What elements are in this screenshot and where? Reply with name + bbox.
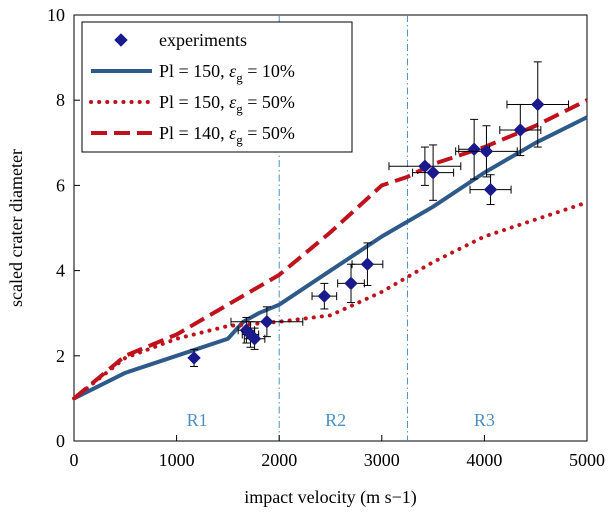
data-point <box>311 282 338 310</box>
legend-item: Pl = 150, εg = 50% <box>89 92 295 116</box>
diamond-marker <box>531 97 545 112</box>
series-line-solid <box>73 115 588 401</box>
legend-item: Pl = 150, εg = 10% <box>91 61 295 85</box>
data-point <box>455 125 518 178</box>
y-tick-label: 0 <box>56 431 65 451</box>
legend-label: experiments <box>159 30 247 50</box>
legend-marker-diamond <box>114 33 128 47</box>
y-tick-label: 6 <box>56 175 65 195</box>
x-tick-label: 0 <box>70 450 79 470</box>
legend-label: Pl = 140, εg = 50% <box>159 123 295 147</box>
region-label-r2: R2 <box>325 410 346 430</box>
y-tick-label: 4 <box>56 261 65 281</box>
region-label-r1: R1 <box>187 410 208 430</box>
data-point <box>499 103 542 157</box>
diamond-marker <box>467 142 481 156</box>
data-point <box>469 174 512 206</box>
diamond-marker <box>513 123 528 137</box>
legend-item: Pl = 140, εg = 50% <box>91 123 295 147</box>
data-point <box>230 306 304 338</box>
y-tick-label: 10 <box>47 5 65 25</box>
data-point <box>412 144 455 201</box>
y-tick-label: 2 <box>56 346 65 366</box>
x-tick-label: 5000 <box>569 450 605 470</box>
x-tick-label: 2000 <box>261 450 297 470</box>
x-tick-label: 1000 <box>159 450 195 470</box>
y-axis-title: scaled crater diameter <box>6 149 26 307</box>
region-label-r3: R3 <box>474 410 495 430</box>
diamond-marker <box>479 144 494 159</box>
data-point <box>187 348 201 367</box>
data-point <box>243 327 266 350</box>
diamond-marker <box>260 315 274 329</box>
data-point <box>337 263 365 304</box>
x-tick-label: 4000 <box>466 450 502 470</box>
legend: experiments Pl = 150, εg = 10% Pl = 150, ε… <box>81 21 353 153</box>
legend-box <box>81 21 353 153</box>
legend-label: Pl = 150, εg = 10% <box>159 61 295 85</box>
diamond-marker <box>247 332 262 346</box>
plot-frame <box>73 14 588 442</box>
series-line-dashed <box>72 98 588 400</box>
diamond-marker <box>344 276 358 291</box>
data-point <box>351 242 384 287</box>
diamond-marker <box>483 182 498 197</box>
legend-item: experiments <box>114 30 247 50</box>
series-line-dotted <box>72 200 589 401</box>
x-tick-label: 3000 <box>364 450 400 470</box>
x-axis-title: impact velocity (m s−1) <box>244 487 417 508</box>
diamond-marker <box>187 351 201 365</box>
y-tick-label: 8 <box>56 90 65 110</box>
diamond-marker <box>317 289 332 303</box>
diamond-marker <box>360 257 375 271</box>
diamond-marker <box>426 165 440 180</box>
legend-label: Pl = 150, εg = 50% <box>159 92 295 116</box>
data-point <box>506 61 570 148</box>
